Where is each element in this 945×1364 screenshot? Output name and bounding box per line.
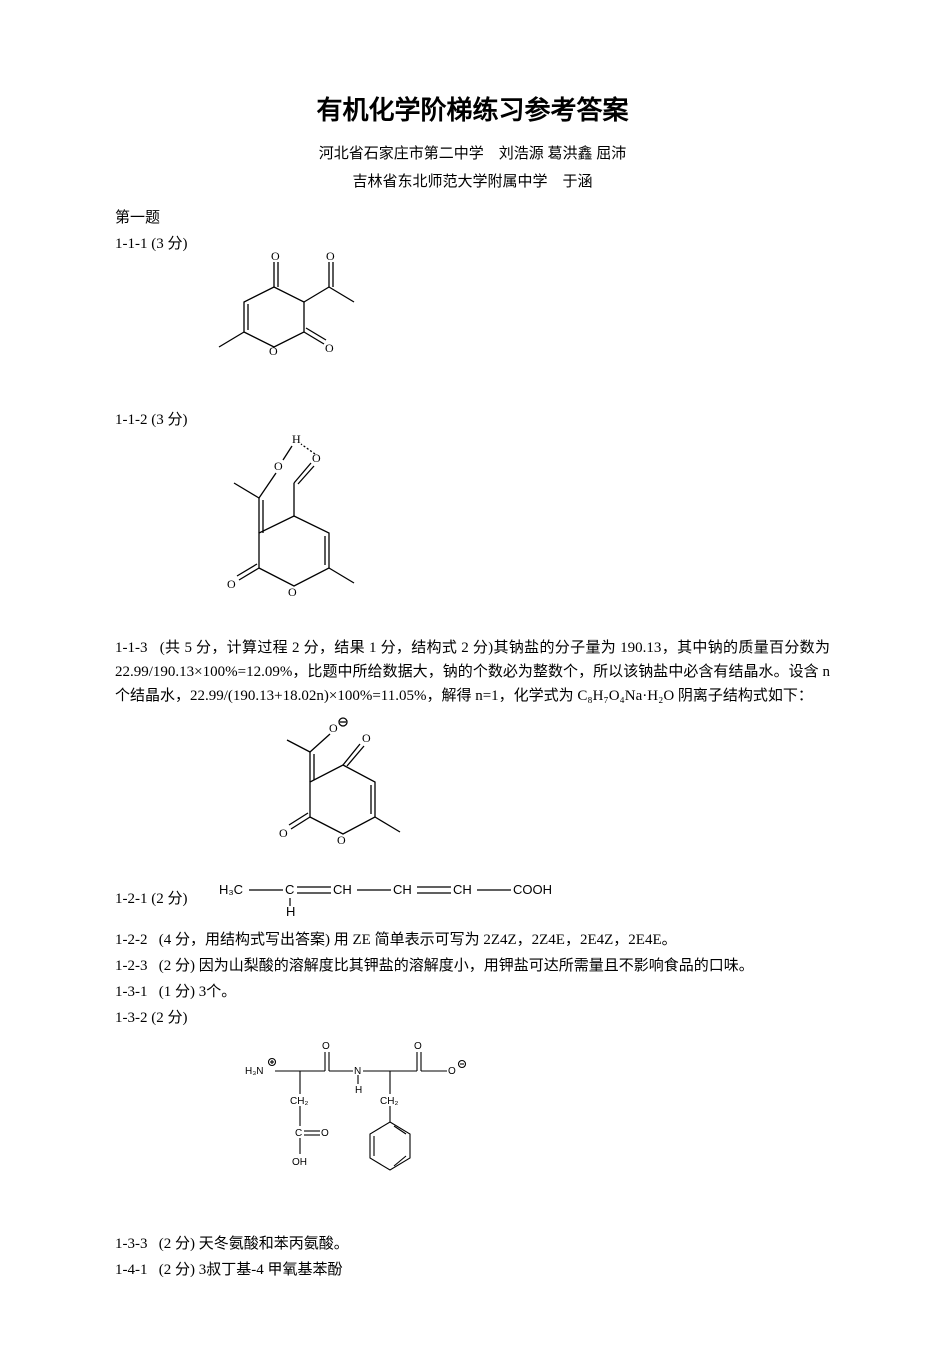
svg-text:O: O <box>227 577 236 591</box>
item-1-3-3: 1-3-3 (2 分) 天冬氨酸和苯丙氨酸。 <box>115 1232 830 1256</box>
item-1-1-2-label: 1-1-2 (3 分) <box>115 408 187 432</box>
subtitle-1: 河北省石家庄市第二中学 刘浩源 葛洪鑫 屈沛 <box>115 142 830 166</box>
diagram-1-3-2-wrap: H₃N O N H <box>115 1034 830 1222</box>
svg-text:CH: CH <box>393 882 412 897</box>
svg-text:O: O <box>321 1128 329 1139</box>
item-1-1-2: 1-1-2 (3 分) O O <box>115 408 830 616</box>
svg-text:O: O <box>322 1041 330 1052</box>
diagram-1-1-2: O O O O H <box>199 408 409 616</box>
svg-text:COOH: COOH <box>513 882 552 897</box>
svg-text:H₃N: H₃N <box>245 1066 264 1077</box>
svg-text:CH: CH <box>453 882 472 897</box>
subtitle-1-prefix: 河北省石家庄市第二中学 <box>319 146 484 162</box>
svg-text:CH₂: CH₂ <box>380 1096 398 1107</box>
diagram-1-3-2: H₃N O N H <box>245 1034 545 1222</box>
item-1-3-3-text: (2 分) 天冬氨酸和苯丙氨酸。 <box>159 1236 349 1252</box>
item-1-2-2: 1-2-2 (4 分，用结构式写出答案) 用 ZE 简单表示可写为 2Z4Z，2… <box>115 928 830 952</box>
diagram-1-1-1: O O O O <box>199 232 379 390</box>
item-1-2-1-label: 1-2-1 (2 分) <box>115 887 187 911</box>
item-1-3-3-label: 1-3-3 <box>115 1236 148 1252</box>
svg-text:C: C <box>285 882 294 897</box>
svg-text:H: H <box>286 904 295 916</box>
item-1-2-3: 1-2-3 (2 分) 因为山梨酸的溶解度比其钾盐的溶解度小，用钾盐可达所需量且… <box>115 954 830 978</box>
item-1-3-2-label: 1-3-2 (2 分) <box>115 1006 187 1030</box>
diagram-1-1-3: O O O O <box>265 712 435 860</box>
item-1-2-1: 1-2-1 (2 分) H₃C C CH CH CH COOH H <box>115 874 830 924</box>
subtitle-2: 吉林省东北师范大学附属中学 于涵 <box>115 170 830 194</box>
svg-text:O: O <box>269 344 278 358</box>
item-1-1-3: 1-1-3 (共 5 分，计算过程 2 分，结果 1 分，结构式 2 分)其钠盐… <box>115 636 830 708</box>
diagram-1-1-3-wrap: O O O O <box>115 712 830 860</box>
item-1-1-1-label: 1-1-1 (3 分) <box>115 232 187 256</box>
svg-text:O: O <box>274 459 283 473</box>
item-1-3-1-text: (1 分) 3个。 <box>159 984 237 1000</box>
svg-text:OH: OH <box>292 1157 307 1168</box>
item-1-4-1: 1-4-1 (2 分) 3叔丁基-4 甲氧基苯酚 <box>115 1258 830 1282</box>
svg-text:O: O <box>329 721 338 735</box>
svg-text:O: O <box>325 341 334 355</box>
svg-text:H: H <box>292 432 301 446</box>
item-1-3-2: 1-3-2 (2 分) <box>115 1006 830 1030</box>
diagram-1-2-1: H₃C C CH CH CH COOH H <box>219 874 609 924</box>
svg-text:O: O <box>271 249 280 263</box>
section-1-label: 第一题 <box>115 206 830 230</box>
subtitle-2-names: 于涵 <box>563 174 593 190</box>
subtitle-2-prefix: 吉林省东北师范大学附属中学 <box>352 174 547 190</box>
item-1-4-1-label: 1-4-1 <box>115 1262 148 1278</box>
item-1-3-1-label: 1-3-1 <box>115 984 148 1000</box>
item-1-4-1-text: (2 分) 3叔丁基-4 甲氧基苯酚 <box>159 1262 343 1278</box>
item-1-1-1: 1-1-1 (3 分) O O O <box>115 232 830 390</box>
svg-text:H: H <box>355 1085 362 1096</box>
svg-text:O: O <box>288 585 297 599</box>
svg-text:O: O <box>362 731 371 745</box>
item-1-1-3-text: (共 5 分，计算过程 2 分，结果 1 分，结构式 2 分)其钠盐的分子量为 … <box>115 640 830 704</box>
svg-text:C: C <box>295 1128 302 1139</box>
page-title: 有机化学阶梯练习参考答案 <box>115 90 830 132</box>
item-1-1-3-label: 1-1-3 <box>115 640 148 656</box>
item-1-2-2-text: (4 分，用结构式写出答案) 用 ZE 简单表示可写为 2Z4Z，2Z4E，2E… <box>159 932 677 948</box>
svg-text:O: O <box>337 833 346 847</box>
item-1-3-1: 1-3-1 (1 分) 3个。 <box>115 980 830 1004</box>
svg-text:H₃C: H₃C <box>219 882 243 897</box>
item-1-2-2-label: 1-2-2 <box>115 932 148 948</box>
svg-text:O: O <box>279 826 288 840</box>
item-1-2-3-text: (2 分) 因为山梨酸的溶解度比其钾盐的溶解度小，用钾盐可达所需量且不影响食品的… <box>159 958 754 974</box>
svg-text:O: O <box>414 1041 422 1052</box>
item-1-2-3-label: 1-2-3 <box>115 958 148 974</box>
svg-text:O: O <box>448 1066 456 1077</box>
svg-text:CH₂: CH₂ <box>290 1096 308 1107</box>
svg-text:CH: CH <box>333 882 352 897</box>
svg-text:O: O <box>326 249 335 263</box>
subtitle-1-names: 刘浩源 葛洪鑫 屈沛 <box>499 146 627 162</box>
